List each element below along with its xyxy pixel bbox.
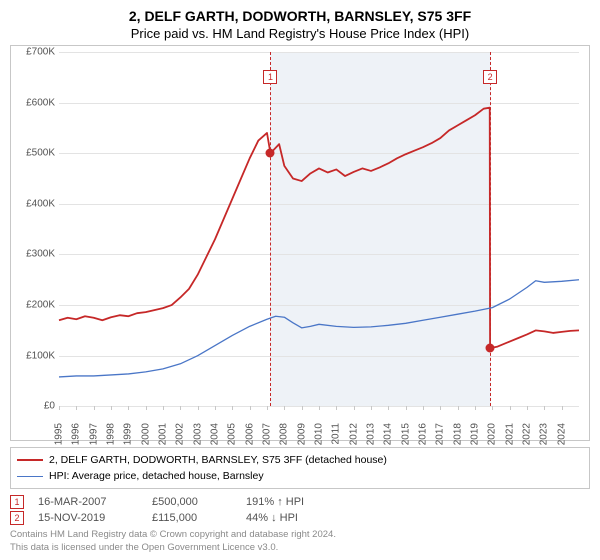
- x-tick: [94, 406, 95, 410]
- x-axis-label: 2016: [418, 423, 429, 445]
- event-row: 2 15-NOV-2019 £115,000 44% ↓ HPI: [10, 511, 590, 525]
- events-table: 1 16-MAR-2007 £500,000 191% ↑ HPI 2 15-NOV-20…: [10, 495, 590, 525]
- x-tick: [163, 406, 164, 410]
- x-tick: [319, 406, 320, 410]
- x-tick: [111, 406, 112, 410]
- event-price: £115,000: [152, 512, 232, 524]
- x-tick: [336, 406, 337, 410]
- x-tick: [215, 406, 216, 410]
- x-tick: [302, 406, 303, 410]
- x-axis-label: 2001: [158, 423, 169, 445]
- x-tick: [284, 406, 285, 410]
- chart-area: £0£100K£200K£300K£400K£500K£600K£700K199…: [10, 45, 590, 441]
- legend-row: 2, DELF GARTH, DODWORTH, BARNSLEY, S75 3…: [17, 452, 583, 468]
- x-axis-label: 2024: [556, 423, 567, 445]
- x-tick: [475, 406, 476, 410]
- x-axis-label: 2022: [522, 423, 533, 445]
- x-axis-label: 2012: [348, 423, 359, 445]
- x-axis-label: 2002: [175, 423, 186, 445]
- event-price: £500,000: [152, 496, 232, 508]
- chart-subtitle: Price paid vs. HM Land Registry's House …: [10, 26, 590, 41]
- x-axis-label: 2006: [244, 423, 255, 445]
- x-axis-label: 1999: [123, 423, 134, 445]
- y-axis-label: £300K: [15, 249, 55, 260]
- x-tick: [76, 406, 77, 410]
- x-tick: [458, 406, 459, 410]
- x-axis-label: 1998: [106, 423, 117, 445]
- x-axis-label: 2007: [262, 423, 273, 445]
- x-tick: [267, 406, 268, 410]
- x-tick: [371, 406, 372, 410]
- x-tick: [128, 406, 129, 410]
- x-axis-label: 2009: [296, 423, 307, 445]
- x-tick: [388, 406, 389, 410]
- event-box: 1: [10, 495, 24, 509]
- x-axis-label: 2005: [227, 423, 238, 445]
- x-tick: [354, 406, 355, 410]
- series-hpi: [59, 280, 579, 377]
- x-axis-label: 2017: [435, 423, 446, 445]
- chart-svg: [59, 52, 579, 406]
- event-delta: 44% ↓ HPI: [246, 512, 346, 524]
- x-axis-label: 2000: [140, 423, 151, 445]
- x-axis-label: 2020: [487, 423, 498, 445]
- x-axis-label: 1997: [88, 423, 99, 445]
- y-axis-label: £600K: [15, 97, 55, 108]
- x-axis-label: 2011: [331, 423, 342, 445]
- x-tick: [198, 406, 199, 410]
- legend-row: HPI: Average price, detached house, Barn…: [17, 468, 583, 484]
- y-axis-label: £200K: [15, 300, 55, 311]
- event-box: 2: [10, 511, 24, 525]
- x-tick: [527, 406, 528, 410]
- x-tick: [146, 406, 147, 410]
- event-delta: 191% ↑ HPI: [246, 496, 346, 508]
- legend-swatch: [17, 459, 43, 461]
- event-date: 15-NOV-2019: [38, 512, 138, 524]
- x-tick: [423, 406, 424, 410]
- y-axis-label: £500K: [15, 148, 55, 159]
- x-tick: [544, 406, 545, 410]
- x-tick: [510, 406, 511, 410]
- x-axis-label: 2010: [314, 423, 325, 445]
- x-tick: [250, 406, 251, 410]
- x-axis-label: 2018: [452, 423, 463, 445]
- event-row: 1 16-MAR-2007 £500,000 191% ↑ HPI: [10, 495, 590, 509]
- x-tick: [232, 406, 233, 410]
- x-axis-label: 1996: [71, 423, 82, 445]
- x-axis-label: 2023: [539, 423, 550, 445]
- x-axis-label: 2003: [192, 423, 203, 445]
- legend: 2, DELF GARTH, DODWORTH, BARNSLEY, S75 3…: [10, 447, 590, 489]
- y-axis-label: £100K: [15, 350, 55, 361]
- x-axis-label: 2004: [210, 423, 221, 445]
- footnote-line: This data is licensed under the Open Gov…: [10, 542, 590, 554]
- x-tick: [406, 406, 407, 410]
- x-tick: [180, 406, 181, 410]
- x-tick: [440, 406, 441, 410]
- x-axis-label: 2013: [366, 423, 377, 445]
- legend-swatch: [17, 476, 43, 477]
- y-axis-label: £700K: [15, 47, 55, 58]
- x-axis-label: 2015: [400, 423, 411, 445]
- x-axis-label: 1995: [54, 423, 65, 445]
- y-axis-label: £0: [15, 401, 55, 412]
- x-axis-label: 2019: [470, 423, 481, 445]
- x-tick: [492, 406, 493, 410]
- y-axis-label: £400K: [15, 198, 55, 209]
- chart-title: 2, DELF GARTH, DODWORTH, BARNSLEY, S75 3…: [10, 8, 590, 24]
- footnote-line: Contains HM Land Registry data © Crown c…: [10, 529, 590, 541]
- series-price_paid: [59, 108, 579, 348]
- legend-label: HPI: Average price, detached house, Barn…: [49, 470, 264, 482]
- event-date: 16-MAR-2007: [38, 496, 138, 508]
- x-tick: [562, 406, 563, 410]
- x-tick: [59, 406, 60, 410]
- x-axis-label: 2014: [383, 423, 394, 445]
- legend-label: 2, DELF GARTH, DODWORTH, BARNSLEY, S75 3…: [49, 454, 387, 466]
- x-axis-label: 2008: [279, 423, 290, 445]
- footnote: Contains HM Land Registry data © Crown c…: [10, 529, 590, 554]
- x-axis-label: 2021: [504, 423, 515, 445]
